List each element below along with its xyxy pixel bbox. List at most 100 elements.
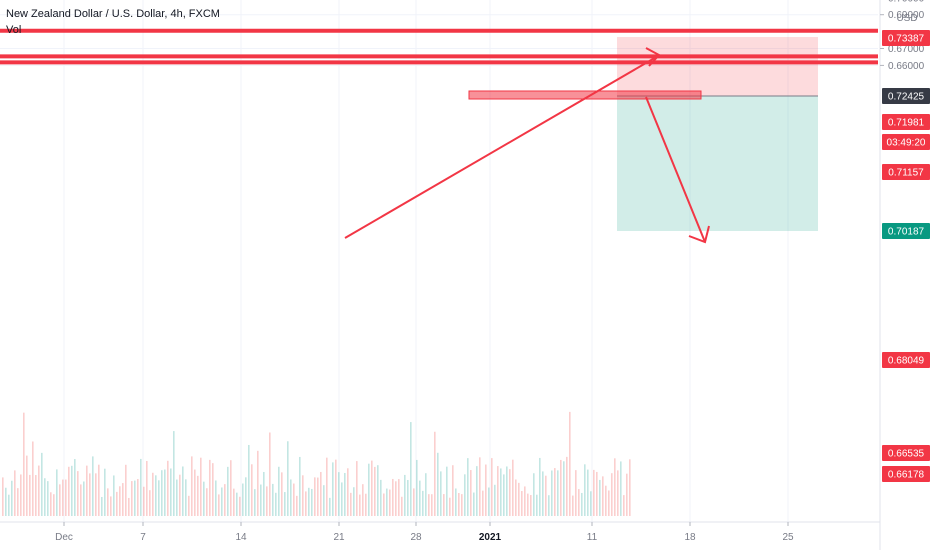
volume-bar: [242, 483, 244, 516]
volume-bar: [494, 484, 496, 516]
volume-bar: [257, 450, 259, 516]
volume-bar: [296, 495, 298, 516]
volume-bar: [170, 468, 172, 516]
volume-bar: [239, 496, 241, 516]
x-tick-label: 2021: [479, 532, 502, 543]
price-badge: [882, 114, 930, 130]
volume-bar: [527, 493, 529, 516]
volume-bar: [128, 497, 130, 516]
volume-bar: [629, 459, 631, 516]
volume-bar: [413, 488, 415, 516]
volume-bar: [173, 431, 175, 516]
volume-bar: [332, 462, 334, 516]
volume-bar: [311, 488, 313, 516]
volume-bar: [524, 486, 526, 516]
volume-bar: [392, 478, 394, 516]
volume-bar: [578, 489, 580, 516]
volume-bar: [614, 458, 616, 516]
volume-bar: [458, 492, 460, 516]
volume-bar: [107, 488, 109, 516]
volume-bar: [482, 490, 484, 516]
volume-bar: [533, 473, 535, 516]
volume-bar: [557, 470, 559, 516]
volume-bar: [191, 456, 193, 516]
price-badge: [882, 164, 930, 180]
volume-bar: [452, 465, 454, 516]
volume-bar: [221, 487, 223, 516]
volume-bar: [119, 486, 121, 516]
volume-bar: [278, 466, 280, 516]
volume-bar: [419, 480, 421, 516]
volume-bar: [137, 479, 139, 516]
volume-bar: [467, 458, 469, 516]
volume-bar: [368, 463, 370, 516]
volume-bar: [470, 470, 472, 516]
volume-bar: [404, 474, 406, 516]
volume-bar: [323, 485, 325, 516]
volume-bar: [263, 471, 265, 516]
volume-bar: [353, 487, 355, 516]
volume-bar: [8, 494, 10, 516]
volume-bar: [113, 475, 115, 516]
projection-arrow[interactable]: [645, 96, 706, 243]
volume-bar: [521, 491, 523, 516]
x-tick-label: 11: [587, 532, 598, 543]
volume-bar: [431, 494, 433, 516]
price-badge-label: 03:49:20: [887, 138, 926, 149]
volume-bar: [329, 497, 331, 516]
volume-bar: [344, 472, 346, 516]
volume-bar: [266, 486, 268, 516]
volume-bar: [23, 412, 25, 516]
volume-bar: [365, 493, 367, 516]
volume-bar: [593, 469, 595, 516]
volume-bar: [275, 492, 277, 516]
volume-bar: [356, 461, 358, 516]
volume-bar: [590, 491, 592, 516]
volume-bar: [167, 460, 169, 516]
volume-bar: [569, 411, 571, 516]
volume-bar: [68, 466, 70, 516]
trend-line[interactable]: [344, 55, 659, 239]
price-badge: [882, 223, 930, 239]
volume-bar: [320, 471, 322, 516]
volume-bar: [362, 484, 364, 516]
volume-bar: [545, 475, 547, 516]
volume-bar: [302, 475, 304, 516]
volume-bar: [605, 485, 607, 516]
volume-bar: [62, 479, 64, 516]
volume-bar: [560, 459, 562, 516]
volume-bar: [455, 488, 457, 516]
volume-bar: [395, 481, 397, 516]
y-tick-label: 0.69000: [888, 10, 925, 21]
volume-bar: [488, 487, 490, 516]
volume-bar: [35, 475, 37, 516]
volume-bar: [71, 465, 73, 516]
volume-bar: [497, 466, 499, 516]
volume-bar: [551, 470, 553, 516]
volume-bar: [104, 468, 106, 516]
volume-bar: [359, 494, 361, 516]
volume-bar: [176, 479, 178, 516]
volume-bar: [65, 479, 67, 516]
volume-bar: [17, 488, 19, 516]
volume-bar: [50, 492, 52, 516]
price-badge: [882, 88, 930, 104]
volume-bar: [155, 475, 157, 516]
volume-bar: [89, 473, 91, 516]
volume-bar: [38, 465, 40, 516]
volume-bar: [602, 476, 604, 516]
volume-bar: [566, 456, 568, 516]
volume-bar: [428, 494, 430, 516]
volume-bar: [182, 466, 184, 516]
volume-bar: [152, 472, 154, 516]
volume-bar: [149, 490, 151, 516]
symbol-title: New Zealand Dollar / U.S. Dollar, 4h, FX…: [6, 8, 220, 20]
volume-bar: [287, 441, 289, 516]
volume-bar: [140, 458, 142, 516]
volume-bar: [254, 489, 256, 516]
volume-bar: [161, 470, 163, 516]
volume-bar: [209, 459, 211, 516]
